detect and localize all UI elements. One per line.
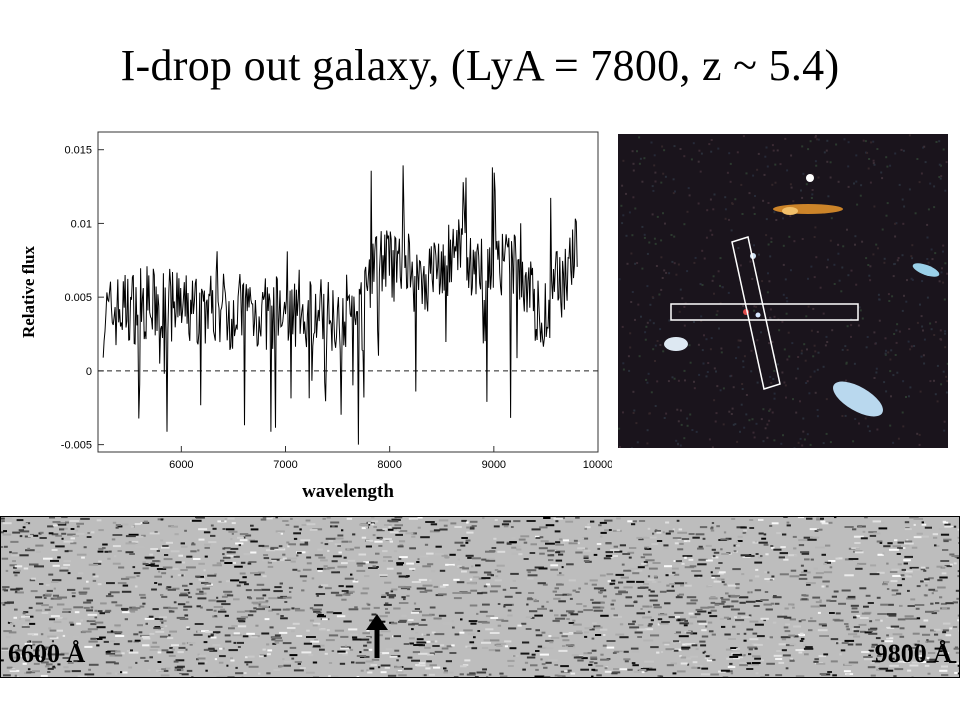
y-tick-label: -0.005 [61,440,92,452]
blue-galaxy-right [912,263,940,277]
2d-spectrum-strip: 6600 Å 9800 Å [0,515,960,680]
y-tick-label: 0.005 [64,292,92,304]
2d-spectrum-svg: 6600 Å 9800 Å [0,515,960,680]
x-tick-label: 6000 [169,459,193,471]
y-tick-label: 0.01 [71,218,92,230]
spectrum-chart: 6000 7000 8000 9000 10000 -0.005 0 0.005 0.01 0.0… [8,122,613,510]
plot-frame [97,131,599,453]
x-tick-label: 9000 [482,459,506,471]
x-tick-label: 8000 [377,459,401,471]
spectrum-series-line [102,165,578,445]
strip-right-label: 9800 Å [875,639,953,668]
strip-left-label: 6600 Å [8,639,86,668]
white-galaxy-left [664,337,688,351]
x-tick-label: 7000 [273,459,297,471]
orange-galaxy-core [782,207,798,215]
y-axis-label: Relative flux [19,245,38,338]
x-tick-label: 10000 [583,459,612,471]
galaxy-image [618,134,949,450]
spectrum-svg: 6000 7000 8000 9000 10000 -0.005 0 0.005 0.01 0.0… [19,131,613,502]
lya-arrow-icon [366,614,388,658]
target-companion [755,312,761,318]
slit-diagonal [731,236,781,390]
x-axis-label: wavelength [302,481,394,502]
blue-galaxy-large [833,381,883,417]
y-tick-label: 0 [86,366,92,378]
slide-title: I-drop out galaxy, (LyA = 7800, z ~ 5.4) [120,41,840,90]
galaxy-image-svg [618,134,949,450]
slit-horizontal [670,303,859,321]
y-tick-label: 0.015 [64,145,92,157]
bright-star [806,174,814,182]
